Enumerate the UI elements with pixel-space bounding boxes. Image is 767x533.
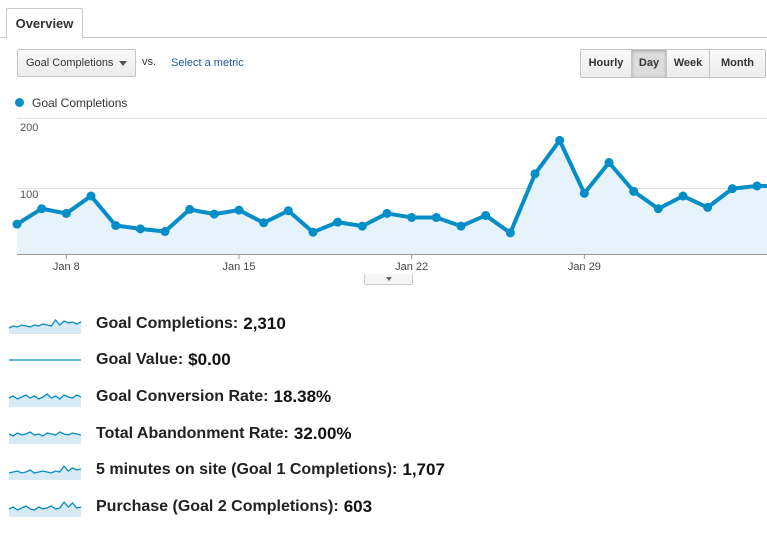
data-point [653, 204, 663, 214]
data-point [604, 158, 614, 168]
sparkline-line [8, 393, 82, 400]
sparkline-area [9, 320, 81, 334]
metric-select-value: Goal Completions [26, 57, 114, 69]
granularity-month-button[interactable]: Month [709, 50, 765, 77]
sparkline-area [9, 394, 81, 407]
data-point [234, 205, 244, 215]
summary-row-goal-conversion-rate: Goal Conversion Rate: 18.38% [8, 385, 331, 409]
tab-bar: Overview [0, 0, 767, 39]
metric-select[interactable]: Goal Completions [17, 49, 136, 77]
data-point [12, 219, 22, 229]
tab-overview[interactable]: Overview [6, 8, 83, 39]
granularity-hourly-button[interactable]: Hourly [581, 50, 631, 77]
data-point [678, 191, 688, 201]
granularity-day-button[interactable]: Day [631, 50, 666, 77]
vs-label: vs. [142, 56, 157, 68]
summary-value: 603 [343, 497, 373, 516]
data-point [407, 212, 417, 222]
summary-value: 32.00% [293, 424, 352, 443]
sparkline-icon[interactable] [8, 497, 82, 517]
data-point [752, 181, 762, 191]
data-point [382, 208, 392, 218]
x-tick-label: Jan 15 [222, 261, 255, 273]
x-tick-label: Jan 22 [395, 261, 428, 273]
chart-collapse-handle[interactable] [364, 274, 413, 285]
summary-row-total-abandonment-rate: Total Abandonment Rate: 32.00% [8, 422, 352, 446]
sparkline-icon[interactable] [8, 460, 82, 480]
data-point [61, 208, 71, 218]
chart-legend: Goal Completions [15, 95, 127, 110]
data-point [135, 224, 145, 234]
granularity-week-button[interactable]: Week [666, 50, 709, 77]
data-point [505, 228, 515, 238]
sparkline-icon[interactable] [8, 350, 82, 370]
legend-swatch [15, 98, 24, 108]
y-tick-label: 100 [20, 189, 38, 201]
granularity-toggle: Hourly Day Week Month [580, 49, 766, 78]
sparkline-line [8, 318, 82, 329]
chevron-down-icon [386, 277, 392, 281]
summary-label: Purchase (Goal 2 Completions): [96, 498, 339, 515]
data-point [333, 217, 343, 227]
data-point [555, 135, 565, 145]
summary-label: Goal Completions: [96, 315, 239, 332]
data-point [86, 191, 96, 201]
line-chart: 200 100 Jan 8 Jan 15 Jan 22 Jan 29 [12, 118, 767, 273]
sparkline-area [9, 466, 81, 480]
summary-value: $0.00 [188, 350, 231, 369]
summary-value: 18.38% [273, 387, 332, 406]
summary-row-goal-completions: Goal Completions: 2,310 [8, 312, 286, 336]
summary-row-goal-1: 5 minutes on site (Goal 1 Completions): … [8, 458, 445, 482]
summary-row-goal-value: Goal Value: $0.00 [8, 348, 231, 372]
data-point [703, 202, 713, 212]
sparkline-area [9, 432, 81, 444]
sparkline-icon[interactable] [8, 387, 82, 407]
data-point [481, 210, 491, 220]
data-point [185, 204, 195, 214]
summary-value: 2,310 [243, 314, 286, 333]
sparkline-icon[interactable] [8, 314, 82, 334]
sparkline-icon[interactable] [8, 424, 82, 444]
data-point [259, 218, 269, 228]
chevron-down-icon [119, 61, 127, 66]
data-point [629, 186, 639, 196]
summary-value: 1,707 [402, 460, 445, 479]
data-point [579, 188, 589, 198]
data-point [357, 221, 367, 231]
data-point [111, 220, 121, 230]
sparkline-line [8, 500, 82, 511]
data-point [530, 169, 540, 179]
data-point [456, 221, 466, 231]
summary-label: 5 minutes on site (Goal 1 Completions): [96, 461, 398, 478]
sparkline-line [8, 464, 82, 474]
summary-label: Total Abandonment Rate: [96, 425, 289, 442]
select-metric-link[interactable]: Select a metric [171, 57, 244, 69]
legend-series-label: Goal Completions [32, 95, 128, 110]
data-point [209, 209, 219, 219]
data-point [37, 204, 47, 214]
data-point [160, 227, 170, 237]
data-point [727, 184, 737, 194]
x-tick-label: Jan 8 [53, 261, 80, 273]
data-point [308, 227, 318, 237]
summary-label: Goal Value: [96, 351, 184, 368]
summary-row-goal-2: Purchase (Goal 2 Completions): 603 [8, 495, 372, 519]
data-point [431, 212, 441, 222]
x-tick-label: Jan 29 [568, 261, 601, 273]
series-area [17, 140, 767, 254]
sparkline-line [8, 431, 82, 437]
sparkline-area [9, 502, 81, 517]
summary-label: Goal Conversion Rate: [96, 388, 269, 405]
y-tick-label: 200 [20, 122, 38, 134]
data-point [283, 206, 293, 216]
